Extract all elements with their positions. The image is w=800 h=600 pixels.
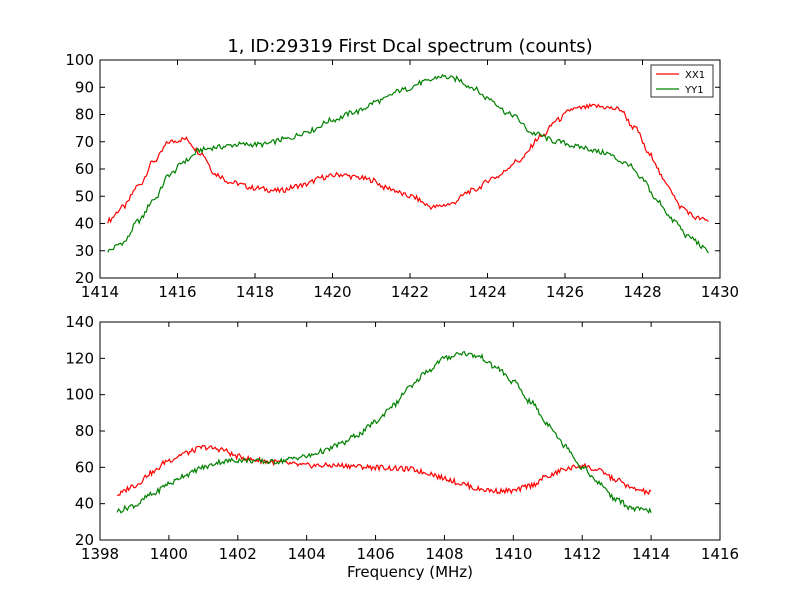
panel-1-xtick-label: 1398: [81, 545, 119, 563]
panel-1-xtick-label: 1402: [219, 545, 257, 563]
panel-1-ytick-label: 120: [65, 349, 94, 367]
panel-1-xtick-label: 1400: [150, 545, 188, 563]
bottom-panel: 1398 1400 1402 1404 1406 1408 1410 1412 1414 1416…: [65, 313, 739, 563]
figure-title: 1, ID:29319 First Dcal spectrum (counts): [227, 36, 592, 57]
panel-1-line-series-0: [116, 444, 652, 497]
x-axis-label: Frequency (MHz): [347, 563, 473, 581]
panel-0-xtick-label: 1422: [391, 283, 429, 301]
panel-0-ytick-label: 40: [75, 215, 94, 233]
panel-0-ytick-label: 90: [75, 78, 94, 96]
panel-0-xtick-label: 1414: [81, 283, 119, 301]
panel-0-ytick-label: 50: [75, 187, 94, 205]
panel-0-ytick-label: 30: [75, 242, 94, 260]
panel-1-ytick-label: 100: [65, 386, 94, 404]
panel-0-line-xx1: [107, 103, 709, 224]
legend-label-xx1: XX1: [685, 70, 705, 81]
panel-1-xtick-label: 1410: [494, 545, 532, 563]
panel-0-xtick-label: 1430: [701, 283, 739, 301]
panel-1-ytick-label: 80: [75, 422, 94, 440]
panel-0-xtick-label: 1426: [546, 283, 584, 301]
panel-1-xtick-label: 1404: [288, 545, 326, 563]
panel-0-xtick-label: 1428: [623, 283, 661, 301]
panel-0-xtick-label: 1418: [236, 283, 274, 301]
panel-0-line-yy1: [107, 73, 709, 254]
panel-1-xtick-label: 1414: [632, 545, 670, 563]
panel-0-ytick-label: 70: [75, 133, 94, 151]
legend-label-yy1: YY1: [684, 85, 704, 96]
panel-0-ytick-label: 80: [75, 106, 94, 124]
panel-0-ytick-label: 100: [65, 51, 94, 69]
panel-1-xtick-label: 1406: [356, 545, 394, 563]
legend-box: [650, 64, 714, 98]
panel-1-ytick-label: 60: [75, 458, 94, 476]
panel-1-ytick-label: 20: [75, 531, 94, 549]
panel-0-frame: [99, 59, 721, 279]
panel-0-ytick-label: 60: [75, 160, 94, 178]
panel-0-xtick-label: 1416: [158, 283, 196, 301]
panel-0-xtick-label: 1424: [468, 283, 506, 301]
panel-1-xtick-label: 1412: [563, 545, 601, 563]
panel-1-line-series-1: [116, 350, 652, 514]
panel-1-ytick-label: 40: [75, 495, 94, 513]
top-panel: 1414 1416 1418 1420 1422 1424 1426 1428 1430 20 30…: [65, 51, 739, 301]
panel-0-ytick-label: 20: [75, 269, 94, 287]
panel-1-ytick-label: 140: [65, 313, 94, 331]
panel-1-xtick-label: 1408: [425, 545, 463, 563]
panel-1-xtick-label: 1416: [701, 545, 739, 563]
panel-0-xtick-label: 1420: [313, 283, 351, 301]
